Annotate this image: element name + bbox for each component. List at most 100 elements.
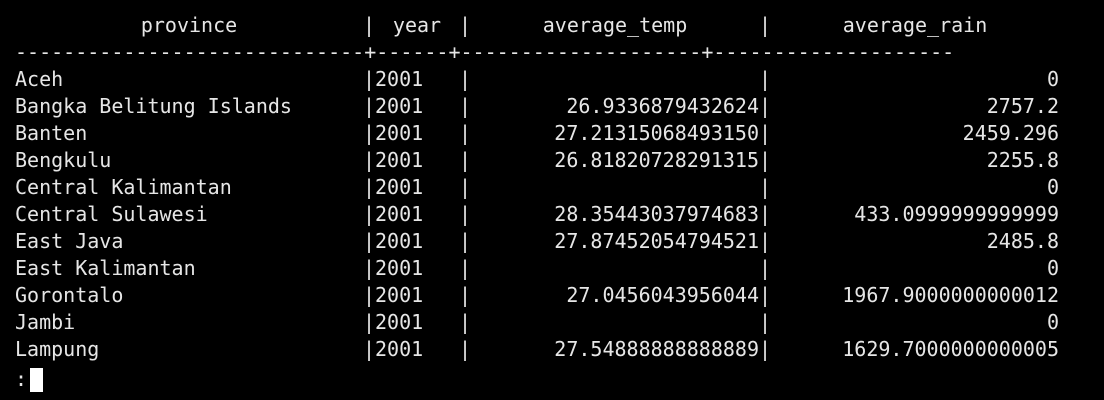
column-separator: | [759, 94, 772, 118]
header-average-rain: average_rain [842, 13, 988, 37]
column-separator: | [759, 229, 772, 253]
header-province: province [140, 13, 238, 37]
cell-province: Bangka Belitung Islands [15, 94, 292, 118]
cell-average-rain: 0 [1046, 256, 1059, 280]
column-separator: | [759, 13, 772, 37]
cell-average-rain: 0 [1046, 67, 1059, 91]
cell-average-temp [471, 174, 759, 201]
column-separator: | [363, 283, 376, 307]
cell-average-temp [471, 309, 759, 336]
cell-year: 2001 [375, 229, 424, 253]
column-separator: | [363, 202, 376, 226]
cell-average-rain: 1967.9000000000012 [842, 283, 1059, 307]
cell-average-temp: 26.9336879432624 [566, 94, 759, 118]
cell-average-rain: 2255.8 [986, 148, 1059, 172]
column-separator: | [363, 121, 376, 145]
table-row: Gorontalo | 2001 | 27.0456043956044 | 1967.900… [15, 282, 1104, 309]
pager-prompt-text: : [15, 367, 28, 391]
column-separator: | [363, 256, 376, 280]
header-year: year [392, 13, 442, 37]
cell-province: Central Sulawesi [15, 202, 208, 226]
column-separator: | [759, 67, 772, 91]
column-separator: | [459, 67, 472, 91]
column-separator: | [459, 283, 472, 307]
pager-prompt[interactable]: : [15, 366, 44, 393]
column-separator: | [459, 13, 472, 37]
cell-average-rain: 2485.8 [986, 229, 1059, 253]
column-separator: | [759, 175, 772, 199]
table-row: Bengkulu | 2001 | 26.81820728291315 | 2255.8 [15, 147, 1104, 174]
column-separator: | [759, 256, 772, 280]
cell-year: 2001 [375, 67, 424, 91]
table-row: Banten | 2001 | 27.21315068493150 | 2459.296 [15, 120, 1104, 147]
cell-province: East Kalimantan [15, 256, 196, 280]
column-separator: | [459, 337, 472, 361]
cell-province: East Java [15, 229, 124, 253]
column-separator: | [459, 202, 472, 226]
cell-province: Banten [15, 121, 88, 145]
table-row: East Java | 2001 | 27.87452054794521 | 2485.8 [15, 228, 1104, 255]
cell-average-rain: 0 [1046, 310, 1059, 334]
cell-average-temp: 27.54888888888889 [554, 337, 759, 361]
cell-average-rain: 2757.2 [986, 94, 1059, 118]
column-separator: | [459, 94, 472, 118]
column-separator: | [363, 175, 376, 199]
table-row: Central Kalimantan | 2001 | | 0 [15, 174, 1104, 201]
cell-year: 2001 [375, 337, 424, 361]
cell-average-temp [471, 66, 759, 93]
column-separator: | [759, 310, 772, 334]
table-row: East Kalimantan | 2001 | | 0 [15, 255, 1104, 282]
column-separator: | [363, 337, 376, 361]
cell-province: Bengkulu [15, 148, 112, 172]
cell-average-rain: 433.0999999999999 [854, 202, 1059, 226]
column-separator: | [459, 256, 472, 280]
cell-province: Lampung [15, 337, 100, 361]
table-row: Aceh | 2001 | | 0 [15, 66, 1104, 93]
column-separator: | [459, 148, 472, 172]
column-separator: | [759, 148, 772, 172]
cell-year: 2001 [375, 148, 424, 172]
cell-province: Gorontalo [15, 283, 124, 307]
cell-year: 2001 [375, 256, 424, 280]
cell-province: Central Kalimantan [15, 175, 232, 199]
header-separator: -----------------------------+------+---… [15, 40, 955, 64]
column-separator: | [459, 175, 472, 199]
column-separator: | [759, 121, 772, 145]
cell-average-rain: 2459.296 [962, 121, 1059, 145]
column-separator: | [363, 67, 376, 91]
cell-average-temp: 26.81820728291315 [554, 148, 759, 172]
cell-province: Jambi [15, 310, 76, 334]
column-separator: | [363, 94, 376, 118]
cell-average-temp: 27.0456043956044 [566, 283, 759, 307]
cell-year: 2001 [375, 175, 424, 199]
header-average-temp: average_temp [542, 13, 688, 37]
cell-year: 2001 [375, 121, 424, 145]
column-separator: | [459, 229, 472, 253]
table-row: Central Sulawesi | 2001 | 28.35443037974683 |… [15, 201, 1104, 228]
column-separator: | [759, 283, 772, 307]
cell-year: 2001 [375, 202, 424, 226]
table-row: Bangka Belitung Islands | 2001 | 26.93368794… [15, 93, 1104, 120]
column-separator: | [459, 121, 472, 145]
column-separator: | [759, 337, 772, 361]
cell-year: 2001 [375, 310, 424, 334]
table-body: Aceh | 2001 | | 0 Bangka Belitung Islands | 2001… [15, 66, 1104, 363]
cell-province: Aceh [15, 67, 64, 91]
cell-average-rain: 0 [1046, 175, 1059, 199]
cell-average-temp: 28.35443037974683 [554, 202, 759, 226]
column-separator: | [363, 13, 376, 37]
cell-average-temp: 27.21315068493150 [554, 121, 759, 145]
cell-average-rain: 1629.7000000000005 [842, 337, 1059, 361]
cell-year: 2001 [375, 94, 424, 118]
column-separator: | [363, 229, 376, 253]
column-separator: | [363, 310, 376, 334]
cell-average-temp: 27.87452054794521 [554, 229, 759, 253]
cursor-block [30, 367, 44, 392]
table-row: Lampung | 2001 | 27.54888888888889 | 1629.7000… [15, 336, 1104, 363]
table-header-row: province | year | average_temp | average… [15, 12, 1104, 39]
column-separator: | [363, 148, 376, 172]
cell-year: 2001 [375, 283, 424, 307]
cell-average-temp [471, 255, 759, 282]
column-separator: | [459, 310, 472, 334]
